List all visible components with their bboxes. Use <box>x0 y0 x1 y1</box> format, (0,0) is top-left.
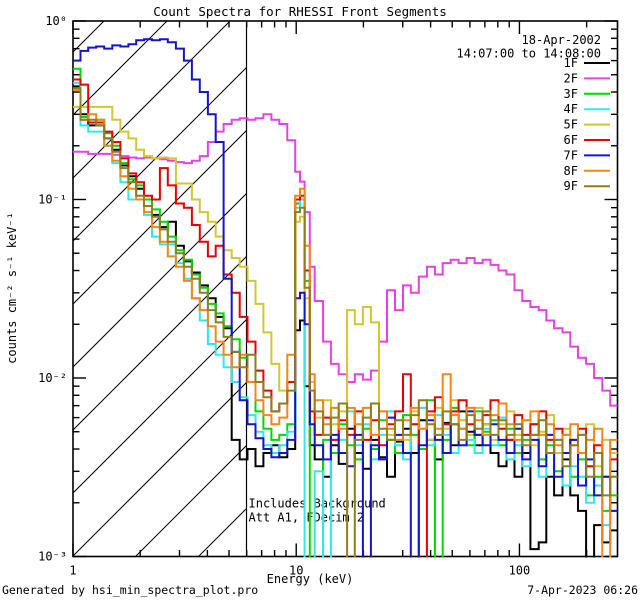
series-8F-line <box>73 89 618 558</box>
y-tick-label: 10⁰ <box>45 14 67 28</box>
y-axis-title: counts cm⁻² s⁻¹ keV⁻¹ <box>5 212 19 364</box>
legend-label-6F: 6F <box>564 133 578 147</box>
generated-by-label: Generated by hsi_min_spectra_plot.pro <box>2 583 258 597</box>
hatch-line <box>73 129 247 305</box>
x-axis-title: Energy (keV) <box>267 572 354 586</box>
axis-ticks <box>72 20 618 558</box>
hatch-line <box>73 66 247 242</box>
x-tick-labels: 1 10 100 <box>69 564 530 578</box>
y-tick-labels: 10⁰ 10⁻¹ 10⁻² 10⁻³ <box>38 14 67 564</box>
legend-label-4F: 4F <box>564 102 578 116</box>
plot-frame <box>72 20 619 558</box>
hatch-line <box>73 381 247 557</box>
hatch-line <box>73 255 247 431</box>
date-label: 18-Apr-2002 <box>522 33 601 47</box>
hatch-region <box>73 21 247 557</box>
legend-label-7F: 7F <box>564 148 578 162</box>
legend-label-8F: 8F <box>564 164 578 178</box>
legend-label-2F: 2F <box>564 71 578 85</box>
x-tick-label: 1 <box>69 564 76 578</box>
annotation-attenuator-state: Att A1, FDecim 2 <box>249 511 365 525</box>
hatch-line <box>73 318 247 494</box>
legend-label-5F: 5F <box>564 118 578 132</box>
hatch-line <box>73 21 168 116</box>
render-timestamp-label: 7-Apr-2023 06:26 <box>527 583 638 597</box>
legend-label-3F: 3F <box>564 87 578 101</box>
series-curves <box>73 38 618 558</box>
annotation-group: Includes Background Att A1, FDecim 2 <box>249 497 386 525</box>
annotation-includes-background: Includes Background <box>249 497 386 511</box>
chart-title: Count Spectra for RHESSI Front Segments <box>153 4 447 19</box>
series-9F-line <box>73 87 618 558</box>
y-tick-label: 10⁻¹ <box>38 193 67 207</box>
hatch-line <box>73 21 231 179</box>
hatch-line <box>135 444 247 557</box>
y-tick-label: 10⁻² <box>38 371 67 385</box>
y-tick-label: 10⁻³ <box>38 550 67 564</box>
series-6F-line <box>73 78 618 558</box>
time-range-label: 14:07:00 to 14:08:00 <box>457 47 602 61</box>
series-7F-line <box>73 38 618 558</box>
legend-label-9F: 9F <box>564 179 578 193</box>
legend-label-1F: 1F <box>564 56 578 70</box>
hatch-line <box>73 192 247 368</box>
x-tick-label: 10 <box>289 564 303 578</box>
x-tick-label: 100 <box>509 564 531 578</box>
